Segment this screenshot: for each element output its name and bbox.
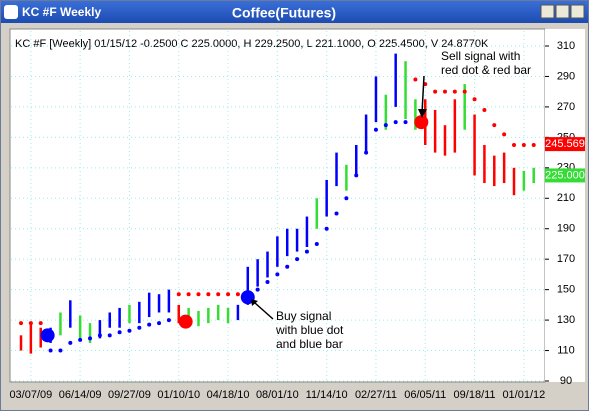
app-icon <box>4 5 18 19</box>
stop-dot <box>235 292 240 297</box>
stop-dot <box>364 150 369 155</box>
signal-dot <box>414 115 429 130</box>
stop-dot <box>216 292 221 297</box>
y-tick-label: 110 <box>557 344 575 356</box>
stop-dot <box>433 89 438 94</box>
stop-dot <box>147 322 152 327</box>
stop-dot <box>255 287 260 292</box>
stop-dot <box>166 318 171 323</box>
stop-dot <box>354 173 359 178</box>
x-tick-label: 09/18/11 <box>454 389 496 401</box>
y-tick-label: 270 <box>557 101 575 113</box>
window-title: KC #F Weekly <box>22 5 101 19</box>
annotation: Buy signal <box>276 309 331 323</box>
sell-arrow <box>421 75 425 114</box>
stop-dot <box>442 89 447 94</box>
stop-dot <box>196 292 201 297</box>
stop-dot <box>186 292 191 297</box>
stop-dot <box>19 321 23 326</box>
annotation: Sell signal with <box>441 49 520 63</box>
stop-dot <box>492 123 497 128</box>
stop-dot <box>482 107 487 112</box>
stop-dot <box>226 292 231 297</box>
y-tick-label: 170 <box>557 253 575 265</box>
annotation: with blue dot <box>275 323 344 337</box>
x-tick-label: 04/18/10 <box>207 389 250 401</box>
price-label-box <box>545 137 585 152</box>
x-tick-label: 01/10/10 <box>157 389 200 401</box>
y-tick-label: 290 <box>557 70 575 82</box>
annotation: and blue bar <box>276 337 343 351</box>
stop-dot <box>275 272 280 277</box>
y-tick-label: 90 <box>560 375 572 387</box>
y-tick-label: 310 <box>557 40 575 52</box>
signal-dot <box>178 314 193 329</box>
stop-dot <box>88 336 93 341</box>
stop-dot <box>38 321 43 326</box>
stop-dot <box>383 123 388 128</box>
stop-dot <box>413 77 418 82</box>
x-tick-label: 01/01/12 <box>502 389 545 401</box>
stop-dot <box>206 292 211 297</box>
stop-dot <box>117 330 122 335</box>
stop-dot <box>97 333 102 338</box>
y-tick-label: 130 <box>557 314 575 326</box>
stop-dot <box>48 348 53 353</box>
info-line: KC #F [Weekly] 01/15/12 -0.2500 C 225.00… <box>15 38 489 50</box>
stop-dot <box>295 257 300 262</box>
axis-area <box>545 29 585 382</box>
stop-dot <box>531 142 536 147</box>
title-bar <box>1 1 588 23</box>
x-tick-label: 06/05/11 <box>404 389 446 401</box>
x-tick-label: 06/14/09 <box>59 389 102 401</box>
y-tick-label: 210 <box>557 192 575 204</box>
price-label: 245.569 <box>545 138 585 150</box>
stop-dot <box>137 325 142 330</box>
stop-dot <box>107 333 112 338</box>
stop-dot <box>265 280 270 285</box>
x-tick-label: 09/27/09 <box>108 389 151 401</box>
stop-dot <box>78 337 83 342</box>
stop-dot <box>28 321 33 326</box>
stop-dot <box>68 340 73 345</box>
x-tick-label: 02/27/11 <box>355 389 397 401</box>
y-tick-label: 150 <box>557 284 575 296</box>
x-tick-label: 03/07/09 <box>9 389 52 401</box>
stop-dot <box>334 211 339 216</box>
stop-dot <box>314 241 319 246</box>
sell-arrow-head <box>418 109 427 118</box>
stop-dot <box>285 264 290 269</box>
stop-dot <box>127 328 132 333</box>
y-tick-label: 190 <box>557 223 575 235</box>
stop-dot <box>324 226 329 231</box>
buy-arrow <box>254 302 274 320</box>
stop-dot <box>452 89 457 94</box>
annotation: red dot & red bar <box>441 63 531 77</box>
stop-dot <box>472 97 477 102</box>
stop-dot <box>521 142 526 147</box>
x-tick-label: 08/01/10 <box>256 389 299 401</box>
stop-dot <box>58 348 63 353</box>
stop-dot <box>373 127 378 132</box>
window-buttons[interactable] <box>540 4 585 19</box>
stop-dot <box>393 120 398 125</box>
x-tick-label: 11/14/10 <box>306 389 348 401</box>
stop-dot <box>344 196 349 201</box>
chart-title: Coffee(Futures) <box>232 5 336 21</box>
price-label-box <box>545 168 585 183</box>
price-label: 225.000 <box>545 169 585 181</box>
signal-dot <box>40 328 55 343</box>
stop-dot <box>157 321 162 326</box>
stop-dot <box>176 292 181 297</box>
stop-dot <box>304 249 309 254</box>
stop-dot <box>403 120 408 125</box>
stop-dot <box>512 142 516 147</box>
buy-arrow-head <box>251 299 258 306</box>
stop-dot <box>502 132 507 137</box>
stop-dot <box>462 89 467 94</box>
